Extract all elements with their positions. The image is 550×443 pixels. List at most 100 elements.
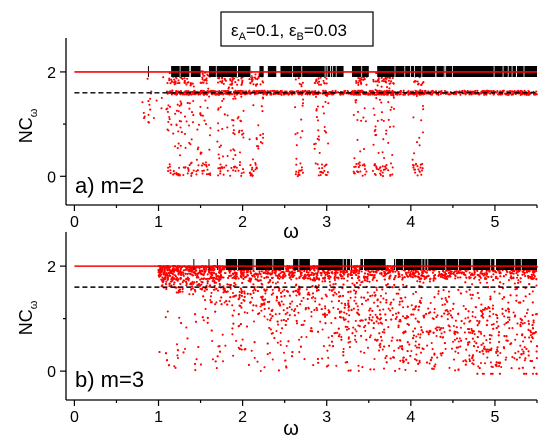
b-point [263, 277, 266, 280]
b-point [402, 283, 405, 286]
a-point [258, 89, 261, 93]
b-point [330, 300, 333, 303]
a-point [237, 115, 240, 119]
b-point [355, 340, 358, 343]
a-point [417, 168, 420, 171]
b-point [476, 324, 479, 327]
a-point [231, 87, 234, 90]
a-point [169, 169, 172, 172]
a-point [249, 82, 252, 85]
a-point [302, 98, 305, 101]
b-point [533, 275, 536, 278]
a-point [183, 93, 186, 96]
b-point [270, 317, 273, 320]
a-point [284, 90, 287, 93]
a-point [177, 79, 180, 82]
a-point [183, 77, 186, 80]
b-point [471, 315, 474, 318]
a-point [463, 89, 466, 92]
b-point [202, 295, 205, 298]
b-point [343, 273, 346, 276]
a-point [315, 78, 318, 81]
b-point [521, 348, 524, 351]
a-point [204, 123, 208, 126]
a-point [236, 83, 239, 86]
a-point [327, 142, 330, 145]
b-point [437, 326, 441, 329]
b-point [475, 349, 478, 352]
a-point [223, 113, 226, 116]
b-point [178, 316, 181, 319]
a-point [232, 119, 235, 122]
a-point [383, 92, 386, 96]
a-point [418, 89, 421, 93]
b-point [497, 331, 501, 334]
a-point [251, 174, 254, 177]
b-point [469, 331, 472, 334]
a-point [232, 124, 235, 127]
a-point [219, 80, 222, 83]
b-point [488, 310, 491, 313]
a-point [204, 99, 207, 102]
a-point [167, 91, 170, 94]
b-point [393, 349, 396, 352]
b-point [417, 273, 420, 276]
a-point [323, 82, 326, 85]
a-point [298, 82, 301, 85]
a-point [391, 173, 394, 176]
a-point [296, 175, 299, 178]
b-point [501, 312, 504, 315]
b-point [488, 341, 492, 344]
a-point [188, 107, 191, 110]
b-point [437, 292, 440, 295]
b-point [268, 326, 271, 329]
a-point [242, 136, 245, 139]
b-point [181, 281, 184, 284]
a-point [270, 93, 273, 96]
a-point [325, 163, 328, 166]
b-point [490, 323, 493, 326]
a-y-tick-label: 2 [47, 65, 56, 82]
a-point [233, 77, 236, 80]
a-point [189, 162, 192, 165]
b-point [305, 335, 308, 339]
a-point [235, 93, 238, 96]
a-point [376, 119, 379, 122]
b-point [501, 297, 504, 301]
a-point [174, 112, 177, 115]
b-point [398, 288, 401, 291]
a-point [141, 101, 144, 104]
b-point [250, 349, 253, 352]
b-point [457, 351, 460, 355]
b-point [509, 294, 512, 297]
b-point [252, 291, 255, 295]
b-point [349, 340, 352, 343]
b-point [473, 273, 476, 276]
a-point [294, 173, 297, 176]
b-point [481, 312, 484, 316]
b-point [401, 278, 404, 281]
b-point [531, 332, 534, 336]
a-point [173, 78, 176, 81]
b-point [455, 326, 458, 329]
b-point [495, 320, 498, 323]
eps-b-value: =0.03 [304, 21, 347, 40]
a-point [206, 106, 209, 109]
a-point [260, 105, 263, 108]
a-point [373, 113, 376, 116]
a-point [201, 172, 204, 175]
a-point [259, 141, 262, 144]
a-point [301, 104, 304, 107]
b-point [478, 367, 481, 370]
b-point [521, 322, 524, 325]
a-point [187, 93, 190, 96]
b-point [427, 333, 430, 336]
a-point [480, 92, 483, 95]
b-point [436, 326, 439, 329]
a-point [149, 97, 152, 100]
parameters-box: εA=0.1, εB=0.03 [220, 11, 374, 47]
a-point [219, 163, 222, 166]
a-point [222, 97, 225, 100]
b-point [252, 320, 256, 323]
b-point [451, 307, 455, 310]
